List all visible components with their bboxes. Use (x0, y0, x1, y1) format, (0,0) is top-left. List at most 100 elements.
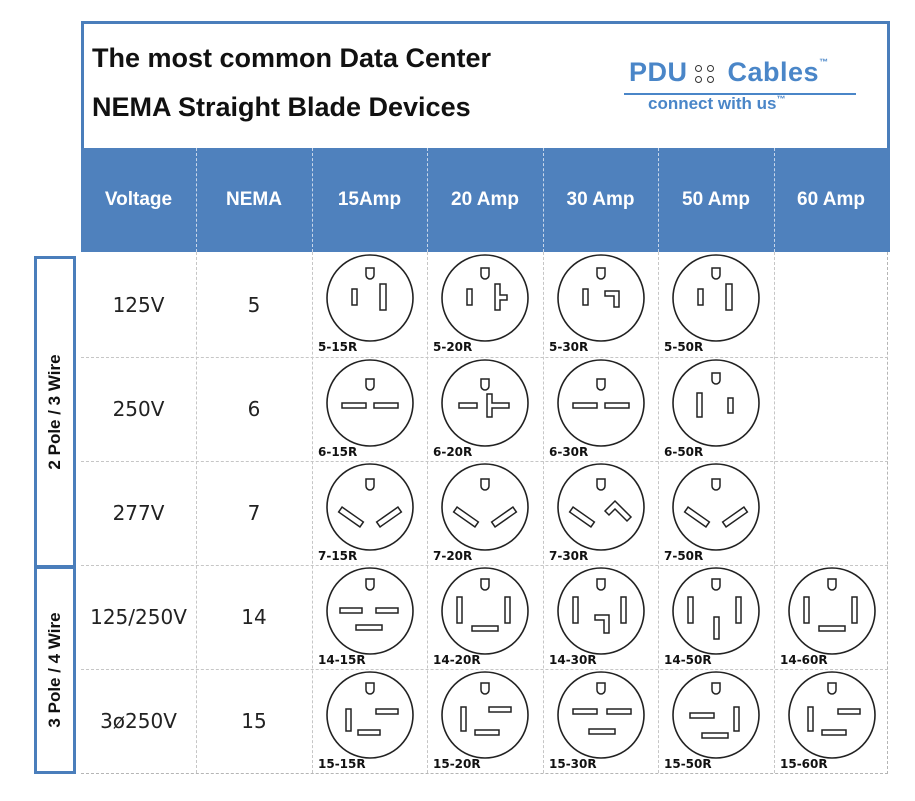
grid-hline (81, 357, 888, 358)
receptacle-label: 7-50R (664, 549, 704, 563)
table-header: Voltage NEMA 15Amp 20 Amp 30 Amp 50 Amp 60 Amp (81, 148, 890, 252)
nema-cell: 15 (241, 709, 267, 733)
logo-tagline-text: connect with us (648, 94, 777, 113)
receptacle-label: 14-30R (549, 653, 597, 667)
receptacle-face-icon (557, 359, 645, 447)
page-title: The most common Data Center NEMA Straigh… (92, 34, 491, 132)
receptacle-label: 15-20R (433, 757, 481, 771)
receptacle-15-50r: 15-50R (660, 671, 772, 775)
receptacle-label: 6-20R (433, 445, 473, 459)
receptacle-label: 14-60R (780, 653, 828, 667)
column-header: 30 Amp (566, 189, 635, 210)
logo-brand-right: Cables (727, 57, 820, 87)
receptacle-15-20r: 15-20R (429, 671, 541, 775)
receptacle-label: 7-15R (318, 549, 358, 563)
group-label-2-pole-text: 2 Pole / 3 Wire (45, 354, 64, 470)
grid-vline (196, 252, 197, 773)
column-header: Voltage (104, 189, 173, 210)
receptacle-face-icon (441, 671, 529, 759)
receptacle-face-icon (326, 254, 414, 342)
logo-dots-icon (694, 64, 722, 84)
receptacle-face-icon (672, 359, 760, 447)
table-body (81, 252, 888, 774)
receptacle-7-15r: 7-15R (314, 463, 426, 567)
receptacle-face-icon (326, 463, 414, 551)
column-header: 15Amp (337, 189, 402, 210)
title-line-2: NEMA Straight Blade Devices (92, 92, 471, 122)
receptacle-7-30r: 7-30R (545, 463, 657, 567)
receptacle-6-20r: 6-20R (429, 359, 541, 463)
receptacle-5-15r: 5-15R (314, 254, 426, 358)
grid-hline (81, 461, 888, 462)
grid-vline (774, 252, 775, 773)
receptacle-label: 14-15R (318, 653, 366, 667)
receptacle-face-icon (441, 254, 529, 342)
nema-cell: 7 (247, 501, 261, 525)
receptacle-15-60r: 15-60R (776, 671, 888, 775)
voltage-cell: 3ø250V (100, 709, 177, 733)
column-header: NEMA (226, 189, 282, 210)
receptacle-face-icon (326, 671, 414, 759)
receptacle-label: 5-15R (318, 340, 358, 354)
receptacle-6-15r: 6-15R (314, 359, 426, 463)
grid-vline (427, 252, 428, 773)
logo-tagline: connect with us™ (648, 94, 785, 114)
receptacle-14-60r: 14-60R (776, 567, 888, 671)
group-label-3-pole: 3 Pole / 4 Wire (34, 566, 76, 774)
receptacle-face-icon (672, 671, 760, 759)
receptacle-face-icon (672, 254, 760, 342)
logo-brand-left: PDU (629, 57, 688, 87)
receptacle-7-20r: 7-20R (429, 463, 541, 567)
receptacle-5-30r: 5-30R (545, 254, 657, 358)
receptacle-label: 15-15R (318, 757, 366, 771)
nema-cell: 5 (247, 292, 261, 317)
header-separator (196, 148, 197, 252)
column-header: 20 Amp (451, 189, 519, 210)
receptacle-face-icon (326, 359, 414, 447)
receptacle-face-icon (672, 463, 760, 551)
column-header: 60 Amp (797, 189, 865, 210)
receptacle-7-50r: 7-50R (660, 463, 772, 567)
receptacle-label: 15-50R (664, 757, 712, 771)
receptacle-face-icon (326, 567, 414, 655)
receptacle-6-30r: 6-30R (545, 359, 657, 463)
receptacle-face-icon (557, 254, 645, 342)
receptacle-label: 15-30R (549, 757, 597, 771)
receptacle-15-30r: 15-30R (545, 671, 657, 775)
receptacle-face-icon (788, 671, 876, 759)
receptacle-14-20r: 14-20R (429, 567, 541, 671)
logo-trademark: ™ (819, 57, 829, 67)
voltage-cell: 125V (112, 292, 165, 317)
receptacle-label: 6-15R (318, 445, 358, 459)
nema-cell: 14 (241, 605, 267, 629)
nema-cell: 6 (247, 397, 261, 421)
receptacle-6-50r: 6-50R (660, 359, 772, 463)
receptacle-face-icon (672, 567, 760, 655)
receptacle-label: 14-50R (664, 653, 712, 667)
receptacle-face-icon (557, 567, 645, 655)
receptacle-face-icon (788, 567, 876, 655)
receptacle-face-icon (557, 463, 645, 551)
header-separator (774, 148, 775, 252)
receptacle-14-50r: 14-50R (660, 567, 772, 671)
receptacle-label: 5-50R (664, 340, 704, 354)
receptacle-14-15r: 14-15R (314, 567, 426, 671)
logo-tagline-trademark: ™ (776, 94, 786, 104)
grid-hline (81, 565, 888, 566)
voltage-cell: 125/250V (90, 605, 187, 629)
grid-vline (658, 252, 659, 773)
title-line-1: The most common Data Center (92, 43, 492, 73)
logo-wordmark: PDU Cables™ (629, 57, 829, 88)
receptacle-label: 5-30R (549, 340, 589, 354)
grid-vline (312, 252, 313, 773)
receptacle-face-icon (441, 567, 529, 655)
logo-underline (624, 93, 856, 95)
header-separator (658, 148, 659, 252)
receptacle-face-icon (441, 359, 529, 447)
receptacle-label: 7-20R (433, 549, 473, 563)
header-separator (543, 148, 544, 252)
pducables-logo: PDU Cables™ connect with us™ (624, 57, 864, 117)
group-label-3-pole-text: 3 Pole / 4 Wire (45, 612, 64, 728)
group-label-2-pole: 2 Pole / 3 Wire (34, 256, 76, 568)
receptacle-label: 5-20R (433, 340, 473, 354)
